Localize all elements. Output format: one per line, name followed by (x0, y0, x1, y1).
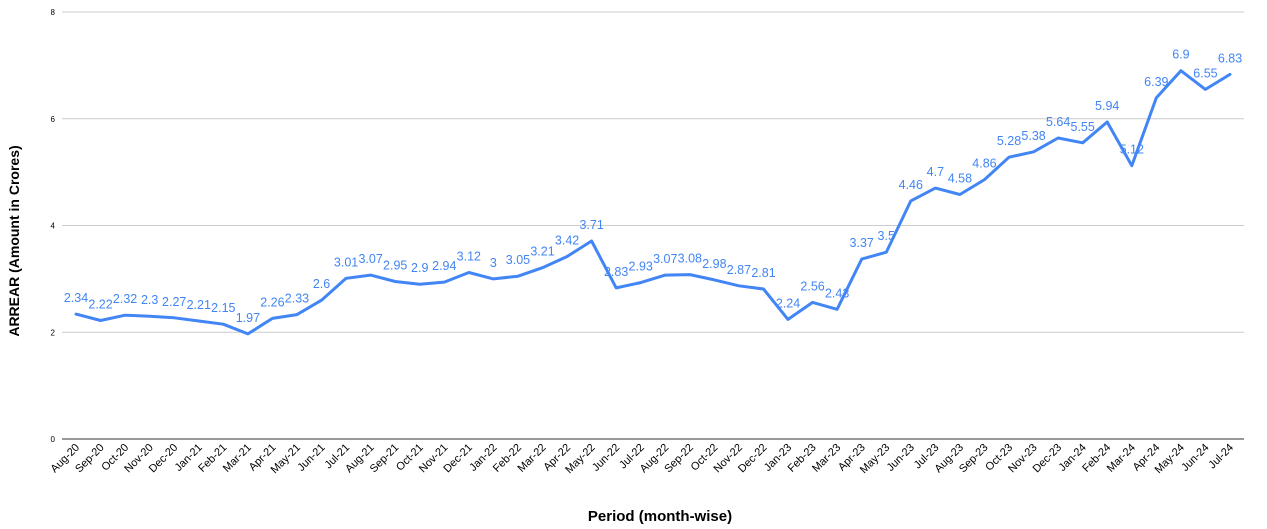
data-label: 1.97 (236, 311, 260, 325)
data-label: 2.24 (776, 296, 800, 310)
data-label: 3.08 (678, 252, 702, 266)
data-label: 5.28 (997, 134, 1021, 148)
series-line (74, 69, 1232, 336)
data-label: 3.07 (653, 252, 677, 266)
x-tick-label: Jun-21 (295, 442, 327, 474)
data-label: 5.94 (1095, 99, 1119, 113)
data-label: 3.71 (579, 218, 603, 232)
y-tick-label: 0 (51, 435, 56, 444)
data-label: 6.55 (1193, 66, 1217, 80)
data-label: 5.12 (1120, 143, 1144, 157)
data-label: 2.94 (432, 259, 456, 273)
data-label: 6.39 (1144, 75, 1168, 89)
data-label: 2.3 (141, 293, 158, 307)
x-tick-label: Jul-24 (1206, 442, 1236, 472)
x-tick-label: Jun-23 (885, 442, 917, 474)
data-label: 2.56 (800, 279, 824, 293)
y-tick-label: 6 (51, 115, 56, 124)
data-label: 3.21 (530, 245, 554, 259)
data-label: 2.98 (702, 257, 726, 271)
data-label: 2.83 (604, 265, 628, 279)
data-label: 2.27 (162, 295, 186, 309)
data-label: 2.34 (64, 291, 88, 305)
y-tick-label: 4 (51, 222, 56, 231)
x-tick-label: Jun-22 (590, 442, 622, 474)
y-axis-ticks: 0 2 4 6 8 (51, 8, 56, 444)
data-label: 6.83 (1218, 51, 1242, 65)
data-label: 2.95 (383, 259, 407, 273)
data-label: 3.5 (878, 229, 895, 243)
data-label: 2.32 (113, 292, 137, 306)
data-label: 2.21 (187, 298, 211, 312)
data-label: 2.87 (727, 263, 751, 277)
data-label: 4.7 (927, 165, 944, 179)
data-label: 2.26 (260, 295, 284, 309)
x-tick-label: Jun-24 (1179, 442, 1211, 474)
data-label: 6.9 (1172, 48, 1189, 62)
x-axis-title: Period (month-wise) (588, 508, 732, 525)
data-label: 2.81 (751, 266, 775, 280)
data-label: 3.42 (555, 233, 579, 247)
data-label: 4.58 (948, 172, 972, 186)
y-axis-title: ARREAR (Amount in Crores) (6, 145, 22, 336)
data-label: 3.07 (358, 252, 382, 266)
data-label: 2.22 (88, 298, 112, 312)
data-label: 4.46 (899, 178, 923, 192)
y-tick-label: 2 (51, 328, 56, 337)
data-label: 5.38 (1021, 129, 1045, 143)
data-label: 2.6 (313, 277, 330, 291)
data-label: 4.86 (972, 157, 996, 171)
data-label: 5.55 (1071, 120, 1095, 134)
data-label: 2.9 (411, 261, 428, 275)
data-label: 2.43 (825, 286, 849, 300)
data-label: 3 (490, 256, 497, 270)
x-axis-ticks: Aug-20Sep-20Oct-20Nov-20Dec-20Jan-21Feb-… (49, 442, 1237, 476)
data-labels: 2.34 2.22 2.32 2.3 2.27 2.21 2.151.972.26 2.33 2… (64, 48, 1242, 325)
y-tick-label: 8 (51, 8, 56, 17)
data-label: 3.12 (457, 249, 481, 263)
data-label: 5.64 (1046, 115, 1070, 129)
data-label: 2.93 (629, 260, 653, 274)
data-label: 3.01 (334, 255, 358, 269)
gridlines (62, 11, 1244, 333)
data-label: 2.15 (211, 301, 235, 315)
data-label: 3.37 (850, 236, 874, 250)
data-label: 3.05 (506, 253, 530, 267)
data-label: 2.33 (285, 292, 309, 306)
